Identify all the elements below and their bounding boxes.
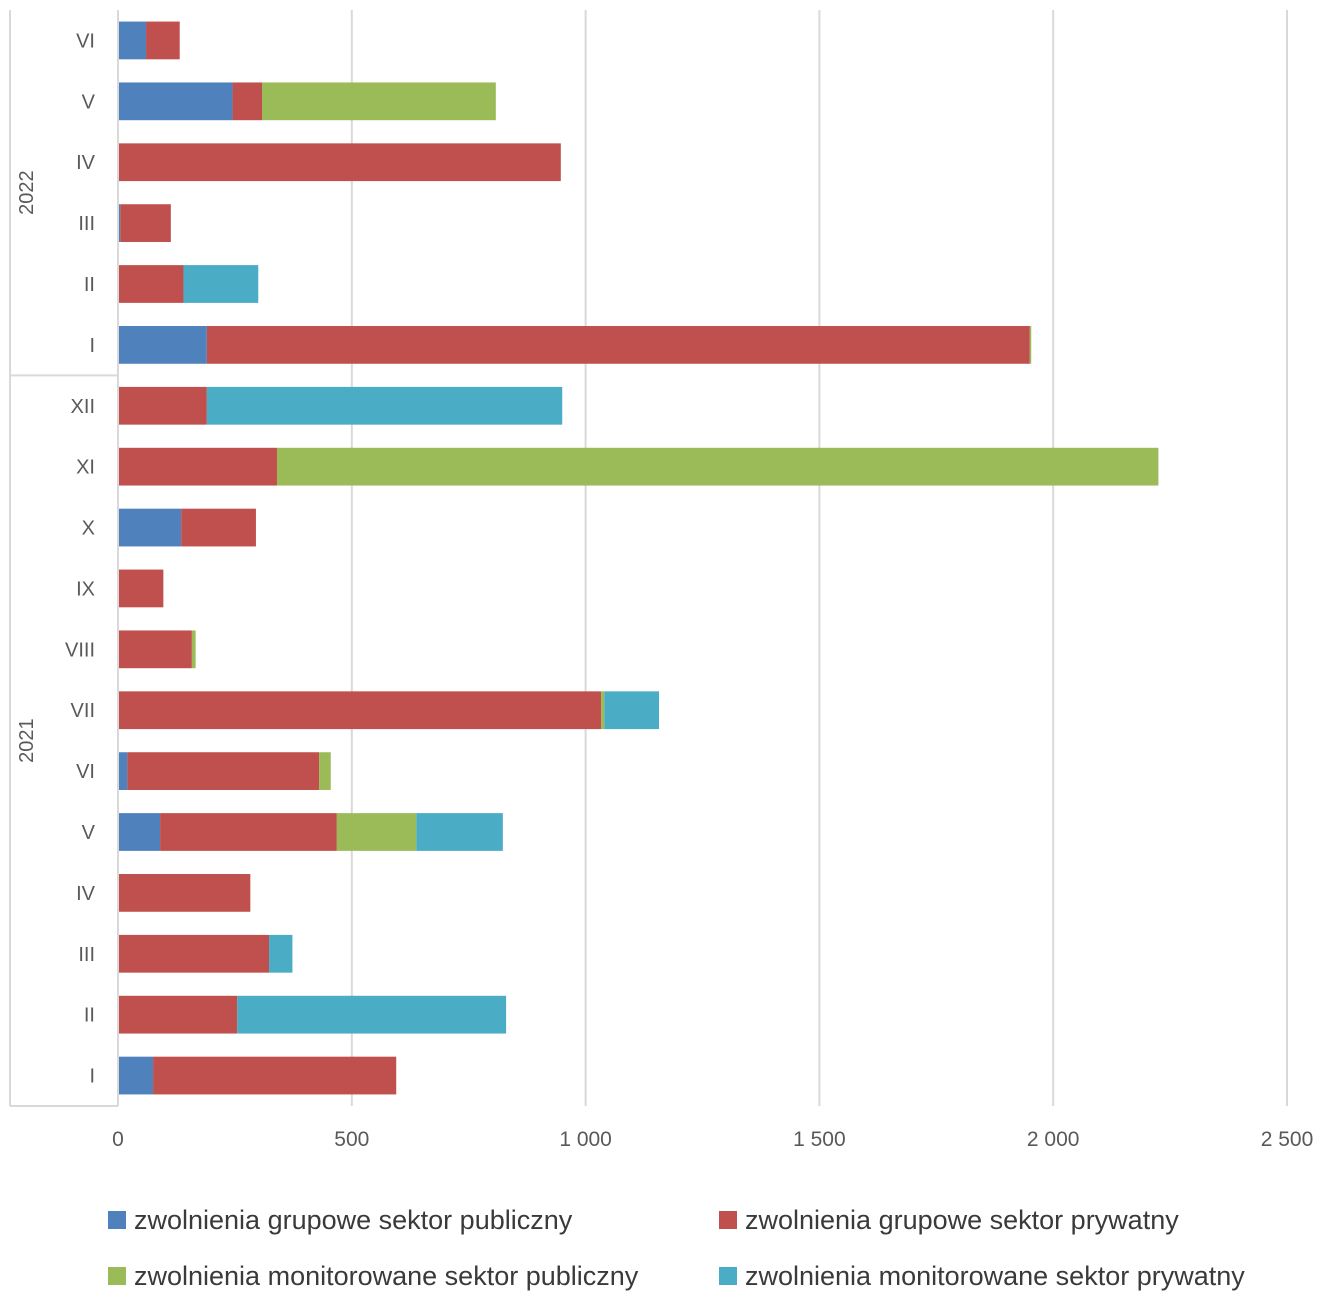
y-tick-label: III — [78, 213, 95, 235]
bar-segment-2 — [118, 874, 251, 912]
legend-label: zwolnienia grupowe sektor publiczny — [134, 1204, 573, 1235]
y-tick-label: XI — [76, 457, 95, 479]
bar-segment-2 — [118, 995, 238, 1034]
bar-segment-2 — [118, 386, 207, 425]
bar-segment-4 — [604, 691, 660, 730]
legend-label: zwolnienia monitorowane sektor prywatny — [745, 1260, 1245, 1291]
bar-segment-2 — [232, 82, 263, 121]
legend-label: zwolnienia monitorowane sektor publiczny — [134, 1260, 639, 1291]
bar-segment-3 — [276, 447, 1159, 486]
bar-segment-1 — [118, 21, 147, 60]
bar-segment-2 — [120, 204, 171, 242]
grid-lines — [350, 10, 1288, 1106]
bar-segment-2 — [118, 447, 277, 486]
bar-segment-1 — [118, 326, 207, 364]
bar-segment-4 — [416, 813, 503, 851]
bar-segment-4 — [237, 995, 507, 1034]
legend-item-monitorowane-publiczny: zwolnienia monitorowane sektor publiczny — [108, 1256, 638, 1296]
bar-segment-2 — [153, 1056, 397, 1095]
legend-label: zwolnienia grupowe sektor prywatny — [745, 1204, 1179, 1235]
x-tick-label: 1 500 — [793, 1128, 846, 1151]
bar-segment-3 — [262, 82, 496, 121]
y-tick-label: VI — [76, 761, 95, 783]
bar-segment-2 — [127, 752, 320, 790]
y-tick-label: IV — [76, 152, 96, 174]
bar-segment-2 — [160, 813, 337, 851]
bar-segment-2 — [146, 21, 180, 60]
y-tick-label: VII — [71, 700, 95, 722]
bars — [118, 21, 1159, 1095]
legend-swatch — [719, 1267, 737, 1285]
bar-segment-2 — [118, 265, 184, 303]
bar-segment-1 — [118, 1056, 154, 1095]
y-tick-label: I — [89, 1066, 95, 1088]
bar-segment-2 — [181, 508, 256, 547]
legend-swatch — [108, 1211, 126, 1229]
y-tick-label: IV — [76, 883, 96, 905]
x-tick-label: 1 000 — [559, 1128, 612, 1151]
bar-segment-2 — [118, 630, 192, 669]
y-tick-label: V — [82, 822, 96, 844]
bar-segment-1 — [118, 813, 161, 851]
group-label: 2022 — [16, 170, 38, 215]
x-tick-label: 2 500 — [1261, 1128, 1314, 1151]
bar-segment-2 — [118, 691, 602, 730]
y-tick-label: II — [84, 1005, 95, 1027]
bar-segment-1 — [118, 204, 121, 242]
x-tick-label: 2 000 — [1027, 1128, 1080, 1151]
x-tick-label: 500 — [334, 1128, 369, 1151]
axis-labels: 0 500 1 000 1 500 2 000 2 500IIIIIIIVVVIVIIVI… — [16, 30, 1313, 1151]
y-tick-label: VIII — [65, 639, 95, 661]
bar-segment-3 — [319, 752, 331, 790]
bar-segment-4 — [269, 934, 293, 973]
legend-item-grupowe-publiczny: zwolnienia grupowe sektor publiczny — [108, 1200, 572, 1240]
y-tick-label: XII — [71, 396, 95, 418]
bar-segment-4 — [206, 386, 563, 425]
bar-segment-3 — [336, 813, 417, 851]
legend-item-monitorowane-prywatny: zwolnienia monitorowane sektor prywatny — [719, 1256, 1245, 1296]
x-tick-label: 0 — [112, 1128, 124, 1151]
legend: zwolnienia grupowe sektor publiczny zwol… — [0, 1190, 1325, 1302]
bar-segment-1 — [118, 752, 128, 790]
bar-segment-3 — [601, 691, 605, 730]
y-tick-label: II — [84, 274, 95, 296]
axes — [9, 10, 119, 1107]
group-label: 2021 — [16, 718, 38, 763]
bar-segment-1 — [118, 508, 182, 547]
y-tick-label: I — [89, 335, 95, 357]
bar-segment-2 — [118, 143, 561, 182]
bar-segment-2 — [118, 934, 270, 973]
y-tick-label: VI — [76, 30, 95, 52]
bar-segment-3 — [1029, 326, 1032, 364]
bar-segment-4 — [183, 265, 259, 303]
legend-item-grupowe-prywatny: zwolnienia grupowe sektor prywatny — [719, 1200, 1179, 1240]
bar-segment-2 — [118, 569, 164, 608]
bar-segment-2 — [206, 326, 1030, 364]
bar-segment-3 — [191, 630, 196, 669]
y-tick-label: V — [82, 91, 96, 113]
legend-swatch — [719, 1211, 737, 1229]
y-tick-label: X — [82, 518, 95, 540]
bar-segment-1 — [118, 82, 233, 121]
y-tick-label: IX — [76, 578, 95, 600]
legend-swatch — [108, 1267, 126, 1285]
y-tick-label: III — [78, 944, 95, 966]
